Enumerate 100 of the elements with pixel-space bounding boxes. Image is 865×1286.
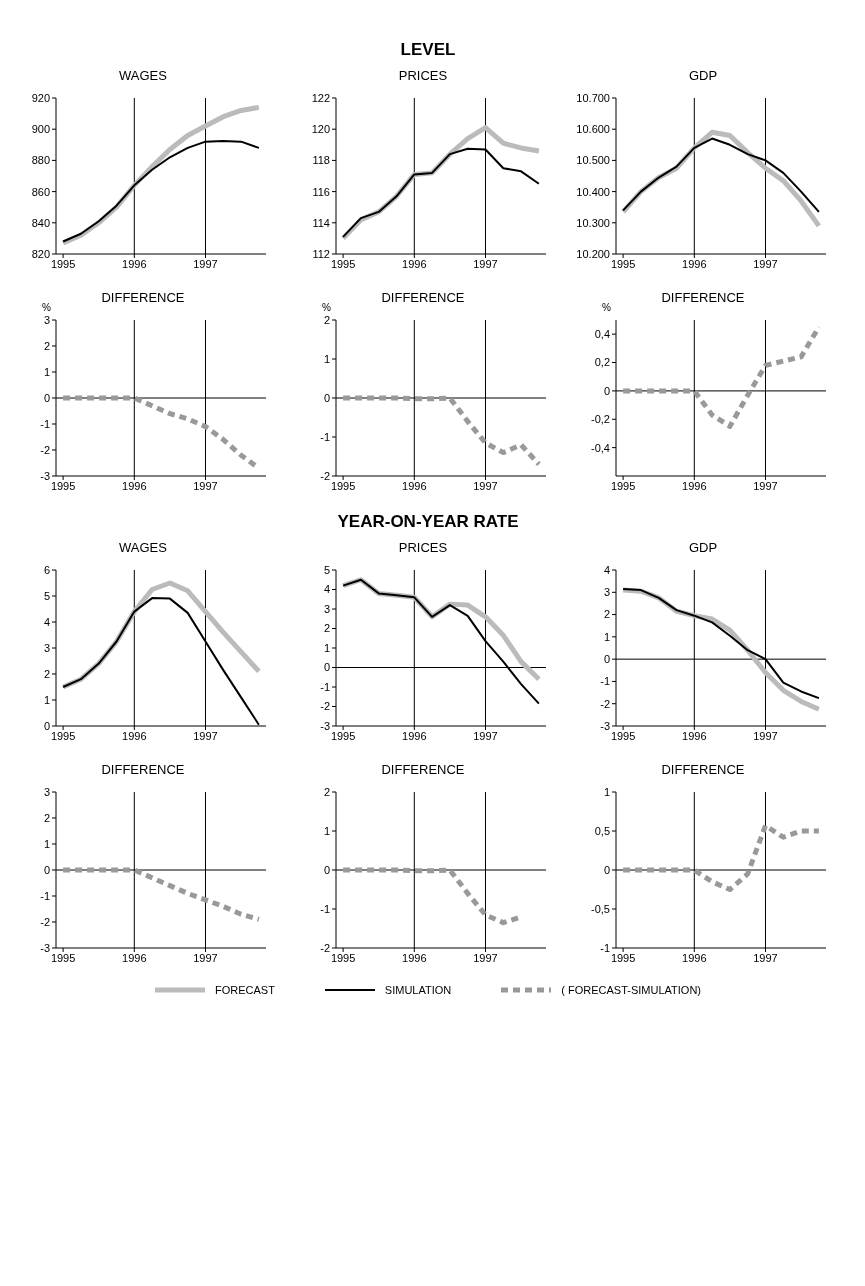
y-tick-label: 860 xyxy=(31,185,50,198)
x-tick-label: 1995 xyxy=(330,257,356,270)
chart-title: PRICES xyxy=(397,540,449,557)
y-tick-label: -1 xyxy=(320,430,330,443)
y-tick-label: -1 xyxy=(320,680,330,693)
legend-label: ( FORECAST-SIMULATION) xyxy=(561,984,702,996)
y-tick-label: 1 xyxy=(323,641,330,654)
y-tick-label: 1 xyxy=(603,785,610,798)
y-tick-label: 900 xyxy=(31,123,50,136)
x-tick-label: 1996 xyxy=(402,729,427,742)
x-tick-label: 1997 xyxy=(753,479,778,492)
y-tick-label: 10.400 xyxy=(576,185,610,198)
y-tick-label: 1 xyxy=(43,365,50,378)
y-tick-label: -1 xyxy=(600,941,610,954)
x-tick-label: 1995 xyxy=(50,729,76,742)
y-tick-label: 10.300 xyxy=(576,216,610,229)
x-tick-label: 1995 xyxy=(330,951,356,964)
y-tick-label: 10.500 xyxy=(576,154,610,167)
x-tick-label: 1996 xyxy=(122,479,147,492)
y-tick-label: 118 xyxy=(312,154,330,167)
y-tick-label: 1 xyxy=(603,630,610,643)
x-tick-label: 1997 xyxy=(753,257,778,270)
x-tick-label: 1995 xyxy=(330,479,356,492)
legend-label: SIMULATION xyxy=(384,984,452,996)
x-tick-label: 1995 xyxy=(50,479,76,492)
chart-title: GDP xyxy=(687,68,719,85)
y-tick-label: 0 xyxy=(323,391,330,404)
y-tick-label: 0 xyxy=(323,863,330,876)
x-tick-label: 1997 xyxy=(753,729,778,742)
y-tick-label: 0 xyxy=(603,863,610,876)
y-tick-label: 2 xyxy=(43,667,50,680)
y-tick-label: 4 xyxy=(43,615,50,628)
x-tick-label: 1996 xyxy=(682,479,707,492)
x-tick-label: 1995 xyxy=(50,257,76,270)
y-tick-label: -1 xyxy=(40,889,50,902)
legend-label: FORECAST xyxy=(214,984,275,996)
y-tick-label: 3 xyxy=(43,313,50,326)
chart-title: DIFFERENCE xyxy=(380,762,466,779)
x-tick-label: 1997 xyxy=(193,257,218,270)
x-tick-label: 1997 xyxy=(193,729,218,742)
y-tick-label: 0,5 xyxy=(594,824,610,837)
y-axis-title: % xyxy=(322,302,331,313)
x-tick-label: 1995 xyxy=(610,479,636,492)
y-tick-label: 3 xyxy=(603,586,610,599)
x-tick-label: 1996 xyxy=(122,257,147,270)
y-tick-label: 4 xyxy=(323,583,330,596)
y-tick-label: -0,4 xyxy=(591,441,610,454)
y-tick-label: 0,2 xyxy=(594,356,610,369)
y-tick-label: 0 xyxy=(43,719,50,732)
x-tick-label: 1996 xyxy=(682,257,707,270)
y-tick-label: -3 xyxy=(600,719,610,732)
chart-title: DIFFERENCE xyxy=(101,290,185,305)
y-tick-label: 4 xyxy=(603,563,610,576)
y-tick-label: 5 xyxy=(43,589,50,602)
y-axis-title: % xyxy=(42,302,51,313)
x-tick-label: 1996 xyxy=(402,479,427,492)
y-tick-label: 0 xyxy=(603,384,610,397)
x-tick-label: 1996 xyxy=(402,951,427,964)
y-tick-label: 820 xyxy=(31,247,50,260)
text: YEAR-ON-YEAR RATE xyxy=(336,512,520,532)
y-tick-label: 920 xyxy=(31,91,50,104)
x-tick-label: 1995 xyxy=(610,729,636,742)
chart-title: PRICES xyxy=(397,68,449,85)
y-tick-label: 122 xyxy=(311,91,330,104)
y-tick-label: -0,5 xyxy=(591,902,610,915)
y-tick-label: 2 xyxy=(323,313,330,326)
x-tick-label: 1997 xyxy=(473,479,498,492)
y-tick-label: 5 xyxy=(323,563,330,576)
y-tick-label: 3 xyxy=(43,785,50,798)
y-tick-label: -1 xyxy=(600,675,610,688)
text: LEVEL xyxy=(399,40,457,60)
y-tick-label: -2 xyxy=(320,469,330,482)
x-tick-label: 1996 xyxy=(402,257,427,270)
y-tick-label: 112 xyxy=(312,247,330,260)
y-tick-label: 6 xyxy=(43,563,50,576)
x-tick-label: 1997 xyxy=(473,951,498,964)
y-tick-label: 2 xyxy=(603,608,610,621)
y-tick-label: 0 xyxy=(43,863,50,876)
y-tick-label: 10.700 xyxy=(576,91,610,104)
y-tick-label: 10.600 xyxy=(576,123,610,136)
y-tick-label: 2 xyxy=(323,622,330,635)
x-tick-label: 1996 xyxy=(682,951,707,964)
chart-title: GDP xyxy=(687,540,719,557)
y-tick-label: 880 xyxy=(31,154,50,167)
y-tick-label: -1 xyxy=(40,417,50,430)
x-tick-label: 1997 xyxy=(753,951,778,964)
x-tick-label: 1995 xyxy=(610,257,636,270)
x-tick-label: 1995 xyxy=(50,951,76,964)
y-tick-label: -0,2 xyxy=(591,413,610,426)
y-tick-label: 2 xyxy=(323,785,330,798)
y-tick-label: -2 xyxy=(40,915,50,928)
y-tick-label: 2 xyxy=(43,339,50,352)
chart-title: DIFFERENCE xyxy=(100,762,186,779)
y-tick-label: -2 xyxy=(320,700,330,713)
y-tick-label: 0 xyxy=(603,653,610,666)
x-tick-label: 1995 xyxy=(330,729,356,742)
x-tick-label: 1997 xyxy=(193,479,218,492)
y-tick-label: -3 xyxy=(320,719,330,732)
y-tick-label: 1 xyxy=(323,352,330,365)
y-tick-label: 1 xyxy=(323,824,330,837)
